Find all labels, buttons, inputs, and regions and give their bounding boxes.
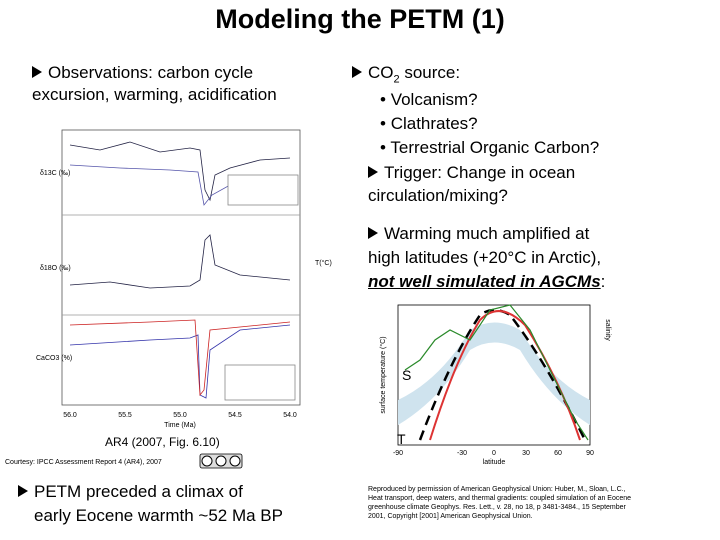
cc-icon bbox=[229, 455, 241, 467]
bullet-line: circulation/mixing? bbox=[368, 186, 508, 205]
d18o-curve bbox=[69, 234, 291, 289]
left-figure bbox=[61, 129, 301, 406]
credit-line: Reproduced by permission of American Geo… bbox=[368, 486, 626, 493]
x-tick-label: 55.5 bbox=[118, 412, 132, 419]
text: source: bbox=[399, 63, 461, 82]
y-axis-label: surface temperature (°C) bbox=[379, 336, 387, 413]
sub-bullet: • Volcanism? bbox=[380, 90, 478, 109]
dashed-curve bbox=[418, 308, 587, 441]
text: Warming much amplified at bbox=[384, 224, 590, 243]
d13c-curve bbox=[69, 164, 291, 206]
text: Clathrates? bbox=[390, 114, 478, 133]
sub-bullet: • Clathrates? bbox=[380, 114, 478, 133]
text: Trigger: Change in ocean bbox=[384, 163, 576, 182]
bullet-line: not well simulated in AGCMs: bbox=[368, 272, 605, 292]
courtesy: Courtesy: IPCC Assessment Report 4 (AR4)… bbox=[5, 459, 162, 466]
bullet-line: excursion, warming, acidification bbox=[32, 85, 277, 104]
bullet-line: Warming much amplified at bbox=[368, 224, 589, 244]
d13c-curve bbox=[69, 141, 291, 202]
credit-line: 2001, Copyright [2001] American Geophysi… bbox=[368, 513, 533, 520]
text: CO bbox=[368, 63, 394, 82]
sub-bullet: • Terrestrial Organic Carbon? bbox=[380, 138, 600, 157]
caco3-curve bbox=[69, 319, 291, 397]
text: PETM preceded a climax of bbox=[34, 482, 243, 501]
right-figure bbox=[397, 304, 591, 446]
x-tick-label: -90 bbox=[393, 450, 403, 457]
x-tick-label: 90 bbox=[586, 450, 594, 457]
text: Observations: carbon cycle bbox=[48, 63, 254, 82]
text: Terrestrial Organic Carbon? bbox=[390, 138, 600, 157]
x-tick-label: 54.5 bbox=[228, 412, 242, 419]
bullet-line: Trigger: Change in ocean bbox=[368, 163, 575, 183]
title: Modeling the PETM (1) bbox=[215, 4, 505, 34]
caption: AR4 (2007, Fig. 6.10) bbox=[105, 435, 220, 449]
x-tick-label: 56.0 bbox=[63, 412, 77, 419]
legend-box bbox=[224, 364, 296, 401]
bullet-line: high latitudes (+20°C in Arctic), bbox=[368, 248, 602, 267]
bullet-line: PETM preceded a climax of bbox=[18, 482, 243, 502]
x-axis-label: latitude bbox=[483, 459, 506, 466]
legend-box bbox=[227, 174, 299, 206]
cc-icon bbox=[201, 455, 213, 467]
subscript: 2 bbox=[393, 73, 400, 86]
axis-label: δ18O (‰) bbox=[40, 265, 71, 272]
x-axis-label: Time (Ma) bbox=[164, 422, 196, 429]
x-tick-label: 55.0 bbox=[173, 412, 187, 419]
x-tick-label: 60 bbox=[554, 450, 562, 457]
credit-line: greenhouse climate Geophys. Res. Lett., … bbox=[368, 504, 626, 511]
bullet-line: Observations: carbon cycle bbox=[32, 63, 253, 83]
s-label: S bbox=[402, 367, 411, 383]
emphasis: not well simulated in AGCMs bbox=[368, 272, 601, 291]
x-tick-label: 54.0 bbox=[283, 412, 297, 419]
credit-line: Heat transport, deep waters, and thermal… bbox=[368, 495, 632, 502]
text: Volcanism? bbox=[390, 90, 478, 109]
cc-icon bbox=[215, 455, 227, 467]
text: : bbox=[600, 272, 606, 291]
axis-label: T(°C) bbox=[315, 259, 332, 267]
bullet-line: early Eocene warmth ~52 Ma BP bbox=[34, 506, 283, 525]
x-tick-label: 30 bbox=[522, 450, 530, 457]
t-label: T bbox=[397, 431, 406, 447]
axis-label: δ13C (‰) bbox=[40, 170, 70, 177]
x-tick-label: 0 bbox=[492, 450, 496, 457]
green-curve bbox=[404, 304, 589, 441]
bullet-line: CO2 source: bbox=[352, 63, 460, 85]
axis-label: CaCO3 (%) bbox=[36, 355, 72, 362]
y2-axis-label: salinity bbox=[604, 319, 611, 341]
frame bbox=[61, 129, 301, 406]
x-tick-label: -30 bbox=[457, 450, 467, 457]
